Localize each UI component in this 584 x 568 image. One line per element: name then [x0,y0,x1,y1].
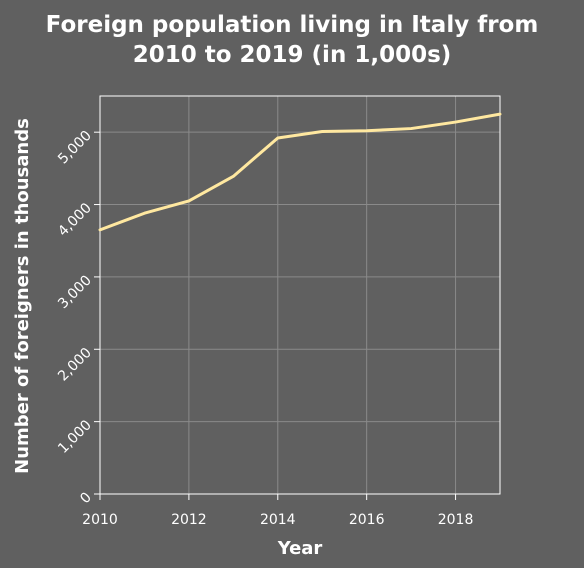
series-line [98,112,502,232]
plot-frame [99,95,501,495]
gridlines [100,96,500,494]
chart-title-line-2: 2010 to 2019 (in 1,000s) [133,42,452,68]
series-layer [98,112,502,232]
y-axis-label: Number of foreigners in thousands [12,118,33,474]
tick-labels: 2010 2012 2014 2016 2018 0 1,000 2,000 3,000 4,00… [55,128,473,528]
y-tick-label: 3,000 [55,272,95,312]
y-tick-label: 1,000 [55,417,95,457]
y-tick-label: 5,000 [55,128,95,168]
axes [94,95,501,500]
x-tick-label: 2018 [438,512,474,528]
x-tick-label: 2014 [260,512,296,528]
y-tick-label: 2,000 [55,345,95,385]
x-tick-label: 2012 [171,512,207,528]
chart-title-line-1: Foreign population living in Italy from [46,12,539,38]
x-axis-label: Year [277,538,323,559]
x-tick-label: 2016 [349,512,385,528]
y-tick-label: 4,000 [55,200,95,240]
x-tick-label: 2010 [82,512,118,528]
y-tick-label: 0 [77,490,95,508]
